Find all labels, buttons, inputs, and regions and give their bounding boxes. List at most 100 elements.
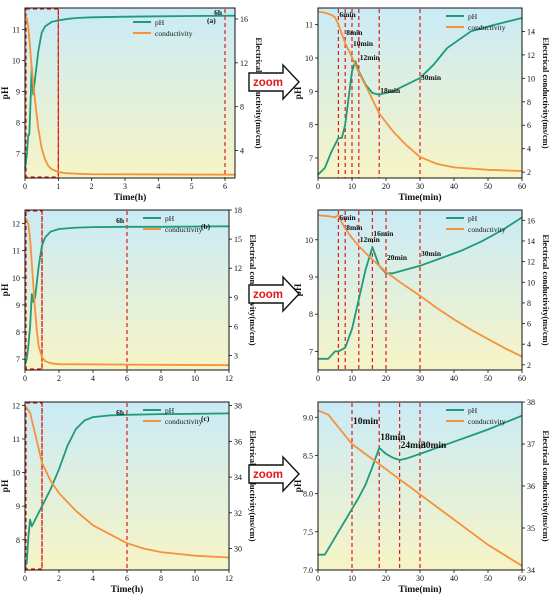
y-right-tick-label: 10 bbox=[527, 278, 535, 287]
x-tick-label: 20 bbox=[382, 182, 390, 191]
x-tick-label: 0 bbox=[316, 182, 320, 191]
series-line-conductivity bbox=[24, 15, 236, 176]
y-right-tick-label: 4 bbox=[240, 147, 244, 156]
y-left-axis-label: pH bbox=[294, 283, 304, 296]
y-left-tick-label: 8 bbox=[309, 310, 313, 319]
y-right-tick-label: 16 bbox=[527, 216, 535, 225]
y-right-tick-label: 18 bbox=[234, 206, 242, 215]
marker-label-0: 6min bbox=[339, 213, 356, 222]
x-tick-label: 10 bbox=[348, 574, 356, 583]
y-right-tick-label: 9 bbox=[234, 293, 238, 302]
y-right-tick-label: 38 bbox=[234, 402, 242, 411]
chart-b_zoom: 0 10 20 30 40 50 60 7 8 9 10 2 4 6 8 10 12 14 16 pH Electric… bbox=[294, 209, 550, 383]
y-right-tick-label: 32 bbox=[234, 509, 242, 518]
y-left-tick-label: 10 bbox=[12, 469, 20, 478]
marker-label-5: 30min bbox=[421, 249, 442, 258]
marker-label-4: 18min bbox=[380, 86, 401, 95]
y-left-axis-label: pH bbox=[294, 86, 304, 99]
x-tick-label: 60 bbox=[518, 574, 526, 583]
panel-label: (c) bbox=[201, 414, 210, 423]
y-right-axis-label: Electrical conductivity(ms/cm) bbox=[541, 234, 550, 345]
x-tick-label: 4 bbox=[91, 574, 95, 583]
x-tick-label: 0 bbox=[23, 374, 27, 383]
x-tick-label: 20 bbox=[382, 374, 390, 383]
y-right-tick-label: 10 bbox=[527, 74, 535, 83]
zoom-arrow-c: zoom bbox=[248, 455, 300, 493]
legend-label-conductivity: conductivity bbox=[468, 225, 506, 234]
legend-label-pH: pH bbox=[468, 214, 478, 223]
x-tick-label: 4 bbox=[91, 374, 95, 383]
y-right-tick-label: 36 bbox=[234, 437, 242, 446]
y-left-tick-label: 11 bbox=[12, 26, 20, 35]
series-line-conductivity bbox=[317, 10, 523, 172]
marker-label-2: 12min bbox=[360, 235, 381, 244]
x-axis-label: Time(h) bbox=[111, 584, 144, 595]
x-axis-label: Time(h) bbox=[114, 192, 147, 203]
x-tick-label: 40 bbox=[450, 574, 458, 583]
y-right-tick-label: 12 bbox=[234, 264, 242, 273]
panel-label: (a) bbox=[207, 16, 216, 25]
legend-label-pH: pH bbox=[165, 214, 175, 223]
y-left-tick-label: 7 bbox=[309, 154, 313, 163]
y-left-tick-label: 11 bbox=[12, 435, 20, 444]
y-right-tick-label: 6 bbox=[527, 121, 531, 130]
series-line-pH bbox=[24, 412, 230, 568]
x-axis-label: Time(min) bbox=[398, 584, 441, 595]
x-tick-label: 3 bbox=[123, 182, 127, 191]
y-right-tick-label: 35 bbox=[527, 524, 535, 533]
y-right-tick-label: 2 bbox=[527, 361, 531, 370]
y-right-tick-label: 6 bbox=[527, 320, 531, 329]
y-right-tick-label: 30 bbox=[234, 545, 242, 554]
y-left-tick-label: 10 bbox=[12, 274, 20, 283]
y-left-axis-label: pH bbox=[294, 479, 304, 492]
chart-c_zoom: 0 10 20 30 40 50 60 7.0 7.5 8.0 8.5 9.0 34 35 36 37 38 Ti… bbox=[294, 398, 550, 595]
x-tick-label: 4 bbox=[156, 182, 160, 191]
marker-label-3: 12min bbox=[360, 53, 381, 62]
y-right-tick-label: 16 bbox=[240, 15, 248, 24]
x-tick-label: 10 bbox=[191, 574, 199, 583]
y-right-tick-label: 4 bbox=[527, 340, 531, 349]
legend-label-conductivity: conductivity bbox=[165, 417, 203, 426]
x-tick-label: 20 bbox=[382, 574, 390, 583]
marker-label-1: 8min bbox=[346, 223, 363, 232]
y-left-tick-label: 8 bbox=[16, 118, 20, 127]
x-axis-label: Time(min) bbox=[398, 192, 441, 203]
marker-label-5: 30min bbox=[421, 73, 442, 82]
y-right-axis-label: Electrical conductivity(ms/cm) bbox=[248, 430, 258, 541]
plot-frame bbox=[24, 7, 236, 179]
x-tick-label: 6 bbox=[125, 574, 129, 583]
y-right-tick-label: 4 bbox=[527, 145, 531, 154]
marker-label-3: 16min bbox=[373, 229, 394, 238]
x-tick-label: 8 bbox=[159, 574, 163, 583]
y-left-tick-label: 8.0 bbox=[303, 490, 313, 499]
marker-label-2: 10min bbox=[353, 39, 374, 48]
series-line-conductivity bbox=[317, 409, 523, 567]
y-right-axis-label: Electrical conductivity(ms/cm) bbox=[541, 37, 550, 148]
legend-label-conductivity: conductivity bbox=[468, 417, 506, 426]
zoom-label-b: zoom bbox=[253, 289, 283, 301]
x-tick-label: 50 bbox=[484, 574, 492, 583]
y-right-tick-label: 12 bbox=[240, 59, 248, 68]
y-left-tick-label: 7 bbox=[16, 355, 20, 364]
y-left-tick-label: 8.5 bbox=[303, 451, 313, 460]
series-line-pH bbox=[318, 414, 523, 556]
x-tick-label: 12 bbox=[225, 574, 233, 583]
y-left-tick-label: 8 bbox=[16, 536, 20, 545]
x-tick-label: 10 bbox=[348, 182, 356, 191]
marker-label-1: 6h bbox=[214, 8, 223, 17]
series-line-pH bbox=[24, 14, 236, 169]
x-tick-label: 2 bbox=[90, 182, 94, 191]
zoom-label-c: zoom bbox=[253, 469, 283, 481]
y-left-tick-label: 7.5 bbox=[303, 528, 313, 537]
x-tick-label: 2 bbox=[57, 574, 61, 583]
y-left-tick-label: 9 bbox=[309, 273, 313, 282]
y-left-axis-label: pH bbox=[1, 283, 11, 296]
y-left-tick-label: 9 bbox=[16, 87, 20, 96]
legend-label-conductivity: conductivity bbox=[165, 225, 203, 234]
legend-label-pH: pH bbox=[165, 406, 175, 415]
y-left-tick-label: 9 bbox=[16, 301, 20, 310]
y-right-tick-label: 6 bbox=[234, 322, 238, 331]
legend-label-pH: pH bbox=[468, 12, 478, 21]
marker-label-1: 18min bbox=[380, 433, 406, 443]
y-right-tick-label: 8 bbox=[240, 103, 244, 112]
